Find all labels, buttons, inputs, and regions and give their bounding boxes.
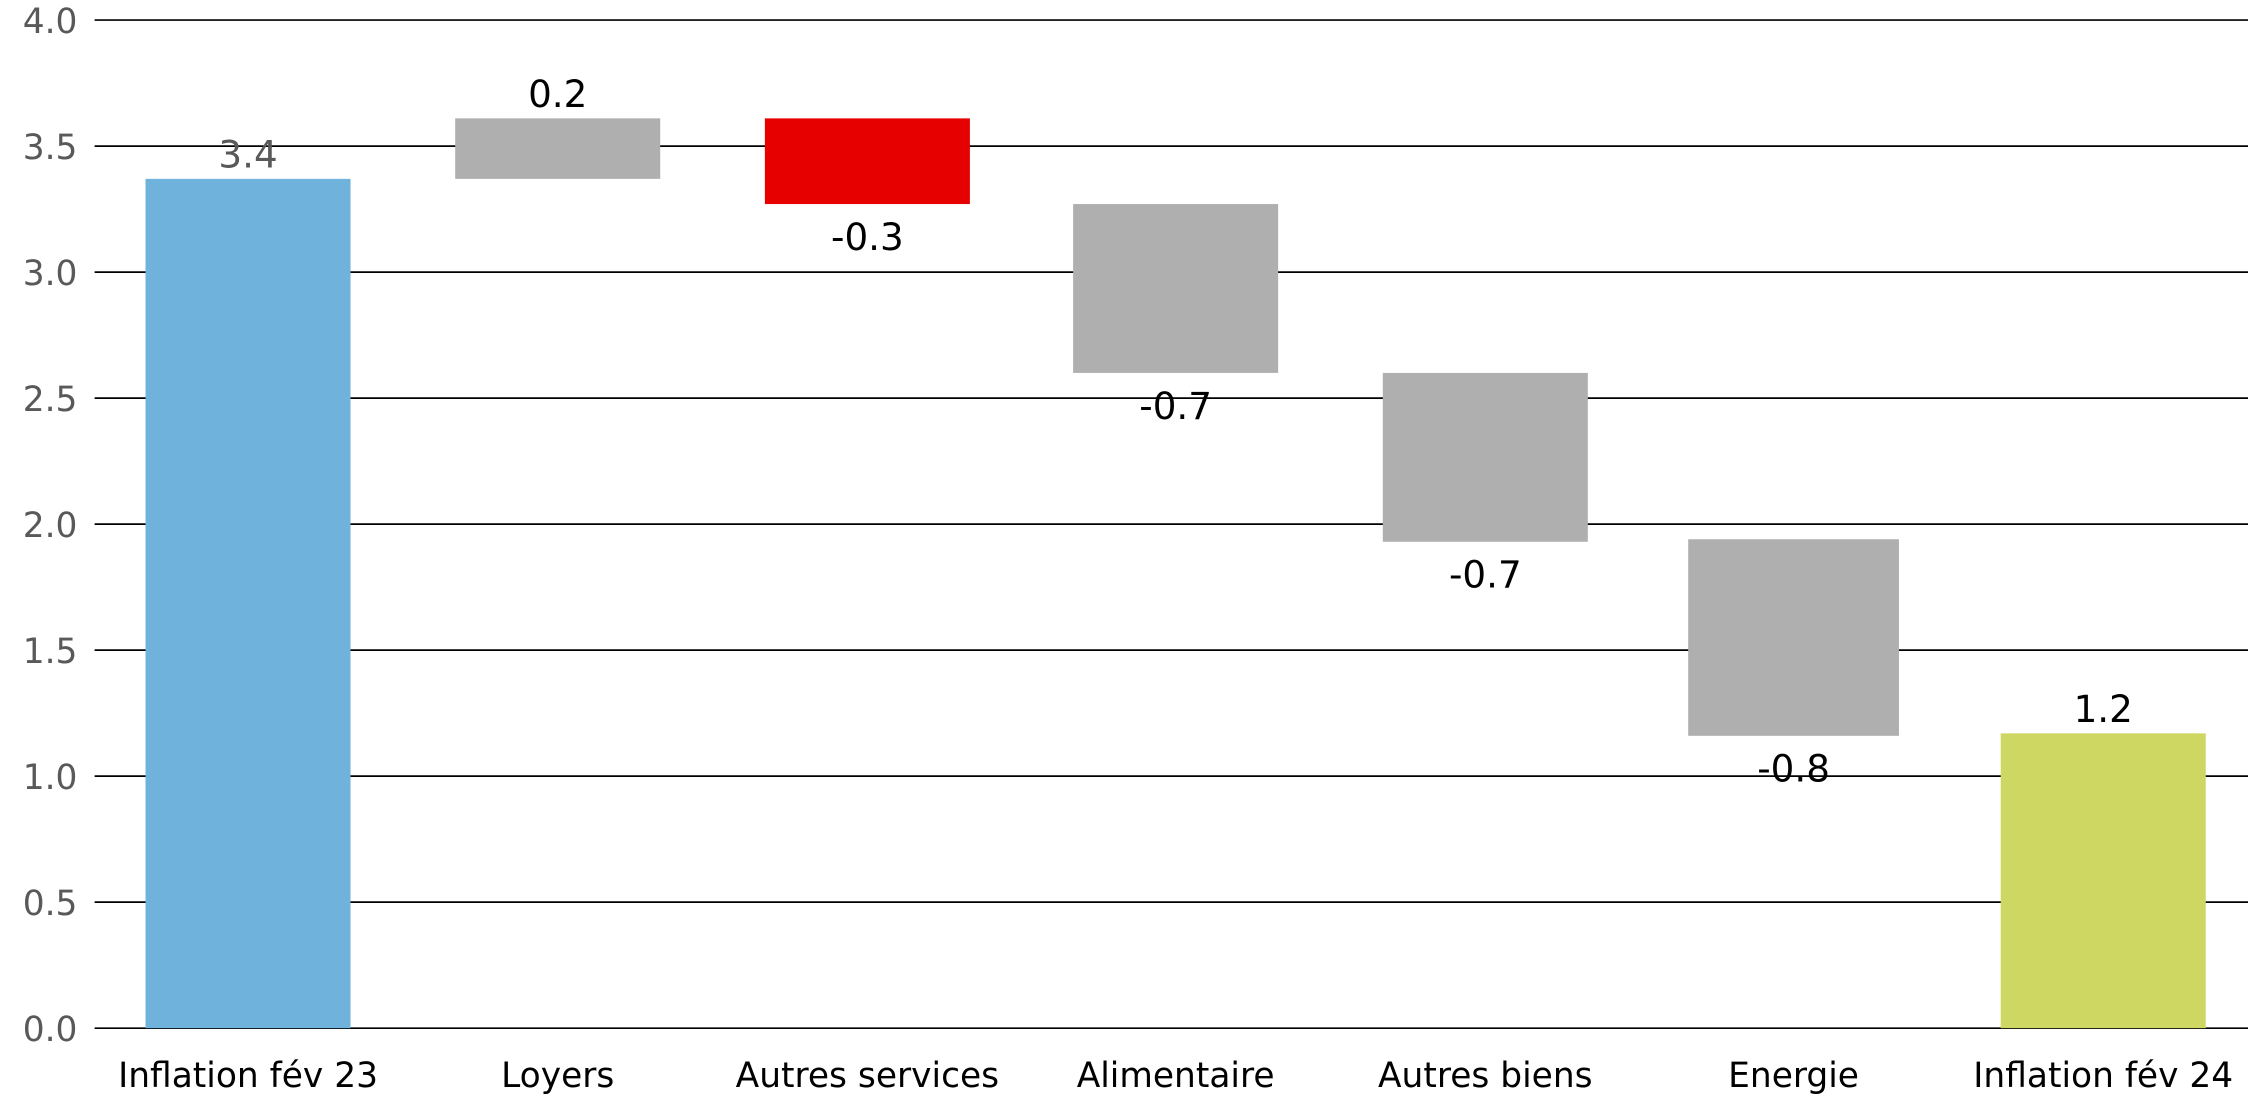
x-category-label: Autres services (736, 1056, 999, 1096)
y-tick-label: 4.0 (23, 2, 78, 42)
y-tick-label: 0.0 (23, 1010, 78, 1050)
gridlines (94, 19, 2248, 1030)
data-label: -0.8 (1757, 747, 1830, 791)
bars (145, 118, 2206, 1029)
data-labels: 3.4 0.2 -0.3 -0.7 -0.7 -0.8 1.2 (218, 72, 2132, 791)
y-tick-label: 2.0 (23, 506, 78, 546)
delta-bar (455, 118, 661, 179)
y-axis-ticks: 0.0 0.5 1.0 1.5 2.0 2.5 3.0 3.5 4.0 (23, 2, 78, 1050)
x-category-label: Energie (1728, 1056, 1859, 1096)
x-category-label: Inflation fév 23 (118, 1056, 378, 1096)
delta-bar (1073, 204, 1279, 373)
y-tick-label: 0.5 (23, 884, 78, 924)
delta-bar (1382, 372, 1588, 542)
x-category-label: Autres biens (1378, 1056, 1593, 1096)
total-bar (2000, 733, 2206, 1029)
total-bar (145, 178, 351, 1029)
x-axis-categories: Inflation fév 23 Loyers Autres services Ali… (118, 1056, 2233, 1096)
y-tick-label: 1.5 (23, 632, 78, 672)
x-category-label: Inflation fév 24 (1973, 1056, 2233, 1096)
data-label: -0.7 (1139, 384, 1212, 428)
data-label: 1.2 (2074, 687, 2133, 731)
data-label: 0.2 (528, 72, 587, 116)
y-tick-label: 2.5 (23, 380, 78, 420)
y-tick-label: 3.5 (23, 128, 78, 168)
data-label: -0.7 (1449, 553, 1522, 597)
y-tick-label: 1.0 (23, 758, 78, 798)
x-category-label: Alimentaire (1077, 1056, 1275, 1096)
delta-bar (764, 118, 970, 205)
x-category-label: Loyers (501, 1056, 614, 1096)
data-label: -0.3 (831, 215, 904, 259)
y-tick-label: 3.0 (23, 254, 78, 294)
data-label: 3.4 (218, 132, 277, 176)
delta-bar (1688, 539, 1899, 736)
